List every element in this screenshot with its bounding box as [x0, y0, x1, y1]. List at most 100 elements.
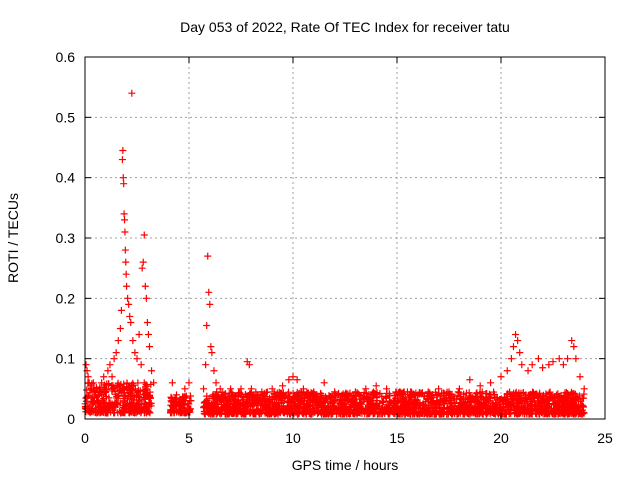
data-point: [130, 396, 138, 404]
data-point: [246, 409, 254, 417]
data-point: [383, 385, 391, 393]
data-point: [230, 400, 238, 408]
data-point: [299, 409, 307, 417]
data-point: [324, 398, 332, 406]
data-point: [177, 397, 185, 405]
data-point: [467, 409, 475, 417]
y-axis-label: ROTI / TECUs: [5, 193, 21, 283]
data-point: [522, 406, 530, 414]
data-point: [181, 385, 189, 393]
data-point: [346, 389, 354, 397]
data-point: [343, 407, 351, 415]
data-point: [119, 147, 127, 155]
data-point: [472, 405, 480, 413]
data-point: [433, 403, 441, 411]
data-point: [131, 349, 139, 357]
data-point: [489, 403, 497, 411]
data-point: [293, 376, 301, 384]
data-point: [335, 389, 343, 397]
data-point: [285, 376, 293, 384]
data-point: [576, 392, 584, 400]
data-point: [400, 400, 408, 408]
data-point: [557, 398, 565, 406]
data-point: [200, 403, 208, 411]
data-point: [234, 402, 242, 410]
data-point: [466, 376, 474, 384]
data-point: [231, 396, 239, 404]
data-point: [116, 325, 124, 332]
data-point: [227, 385, 235, 393]
data-point: [120, 180, 128, 188]
data-point: [370, 409, 378, 417]
data-point: [453, 395, 461, 403]
data-point: [580, 385, 588, 393]
data-point: [276, 394, 284, 402]
data-point: [473, 389, 481, 397]
data-point: [294, 410, 302, 418]
data-point: [176, 405, 184, 413]
data-point: [559, 361, 567, 369]
data-point: [351, 399, 359, 407]
data-point: [525, 410, 533, 418]
data-point: [417, 402, 425, 410]
data-point: [266, 394, 274, 402]
data-point: [186, 392, 194, 400]
data-point: [275, 403, 283, 411]
data-point: [267, 408, 275, 416]
data-point: [509, 401, 517, 409]
data-point: [123, 380, 131, 388]
data-point: [279, 382, 287, 390]
data-point: [404, 409, 412, 417]
data-point: [474, 401, 482, 409]
data-point: [203, 321, 211, 329]
data-point: [181, 393, 189, 401]
data-point: [446, 406, 454, 414]
data-point: [289, 400, 297, 408]
data-point: [254, 395, 262, 403]
data-point: [129, 337, 137, 345]
data-point: [145, 343, 153, 351]
data-point: [545, 361, 553, 369]
data-point: [528, 361, 536, 369]
data-point: [208, 349, 216, 357]
data-point: [554, 406, 562, 414]
data-point: [320, 379, 328, 387]
data-point: [123, 282, 131, 290]
data-point: [92, 407, 100, 415]
data-point: [359, 393, 367, 401]
data-point: [84, 373, 92, 381]
data-point: [110, 403, 118, 411]
x-tick-label: 5: [185, 430, 193, 446]
data-point: [207, 343, 215, 351]
data-point: [116, 384, 124, 392]
data-point: [140, 231, 148, 239]
data-point: [337, 410, 345, 418]
data-point: [579, 403, 587, 411]
data-point: [273, 399, 281, 407]
data-point: [318, 402, 326, 410]
data-point: [294, 396, 302, 404]
data-point: [103, 408, 111, 416]
data-point: [512, 331, 520, 339]
data-point: [284, 390, 292, 398]
data-point: [571, 409, 579, 417]
data-point: [393, 391, 401, 399]
data-point: [304, 401, 312, 409]
data-point: [577, 408, 585, 416]
data-point: [555, 355, 563, 363]
data-point: [558, 402, 566, 410]
data-point: [503, 367, 511, 375]
data-point: [203, 404, 211, 412]
data-point: [140, 403, 148, 411]
data-point: [142, 294, 150, 302]
data-point: [117, 389, 125, 397]
data-point: [331, 388, 339, 396]
y-tick-label: 0.6: [56, 49, 76, 65]
x-axis-label: GPS time / hours: [292, 457, 399, 473]
data-point: [112, 349, 120, 357]
data-point: [349, 409, 357, 417]
data-point: [477, 393, 485, 401]
data-point: [294, 404, 302, 412]
data-point: [185, 406, 193, 414]
data-point: [572, 355, 580, 363]
